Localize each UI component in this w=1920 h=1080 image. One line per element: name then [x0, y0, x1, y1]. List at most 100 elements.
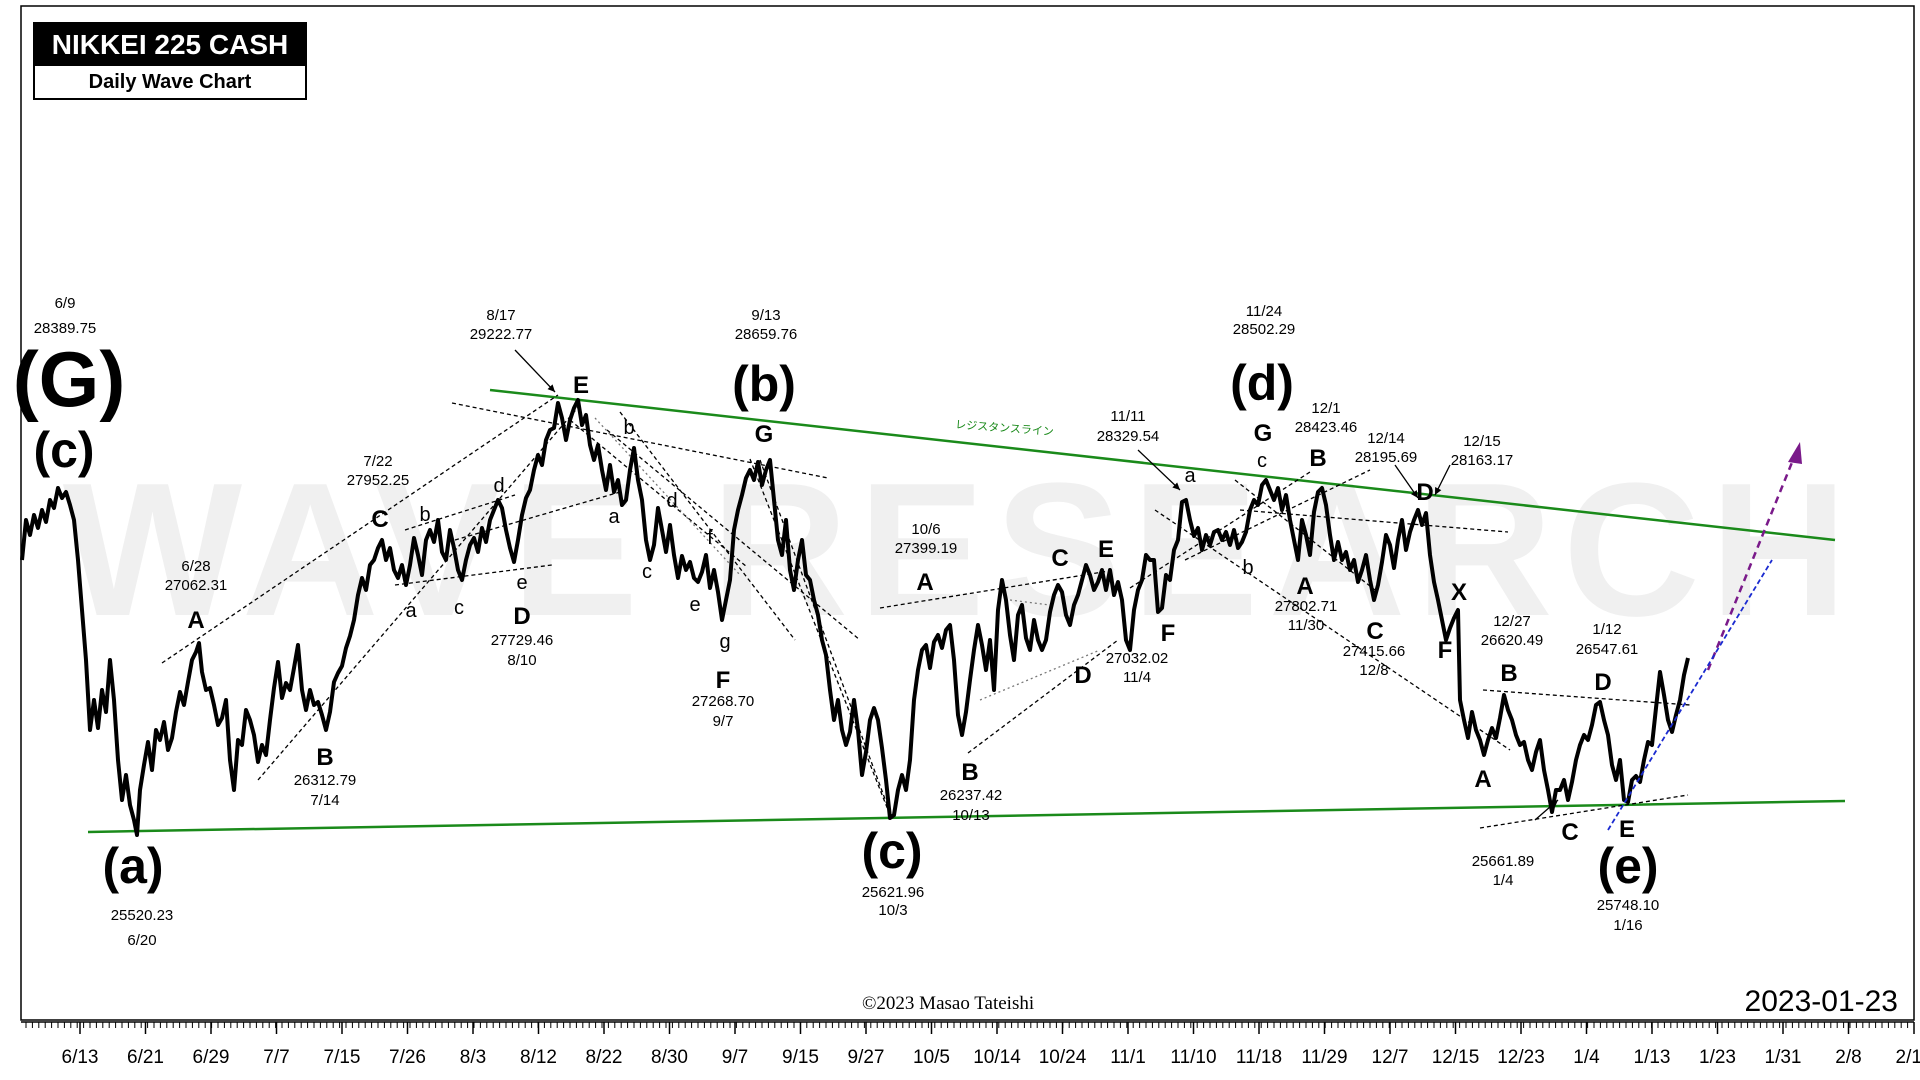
wave-guide-dashed-10 [759, 459, 893, 819]
price-label-date: 12/8 [1359, 662, 1388, 679]
x-axis-tick-label: 10/14 [973, 1047, 1021, 1068]
price-label-date: 6/9 [55, 295, 76, 312]
wave-label-f-41: f [707, 527, 713, 549]
price-label-value: 28329.54 [1097, 428, 1160, 445]
x-axis-tick-label: 9/27 [848, 1047, 885, 1068]
wave-label-g-13: G [755, 421, 774, 448]
price-label-date: 11/4 [1123, 669, 1151, 686]
wave-label-g-0: (G) [13, 335, 126, 423]
wave-label-a-7: A [187, 607, 204, 634]
x-axis-tick-label: 6/29 [193, 1047, 230, 1068]
price-label-value: 27399.19 [895, 540, 958, 557]
wave-label-a-36: a [608, 506, 620, 528]
x-axis-tick-label: 10/5 [913, 1047, 950, 1068]
wave-guide-dotted-1 [979, 649, 1101, 701]
wave-label-c-23: C [1366, 618, 1383, 645]
x-axis-tick-label: 12/23 [1497, 1047, 1545, 1068]
price-label-date: 8/17 [486, 307, 515, 324]
x-axis-tick-label: 8/3 [460, 1047, 486, 1068]
price-label-value: 25661.89 [1472, 853, 1535, 870]
x-axis-tick-label: 8/22 [586, 1047, 623, 1068]
wave-label-c-9: C [371, 506, 388, 533]
x-axis-tick-label: 12/7 [1372, 1047, 1409, 1068]
wave-label-b-8: B [316, 744, 333, 771]
price-label-date: 12/1 [1311, 400, 1340, 417]
x-axis-tick-label: 1/23 [1699, 1047, 1736, 1068]
wave-label-b-3: (b) [732, 356, 796, 412]
wave-label-d-34: d [493, 475, 504, 497]
date-stamp: 2023-01-23 [1744, 985, 1898, 1018]
wave-label-a-26: A [1474, 766, 1491, 793]
price-label-date: 12/15 [1463, 433, 1501, 450]
projection-line-blue [1607, 559, 1773, 831]
wave-guide-dashed-1 [257, 404, 581, 781]
wave-guide-dashed-12 [967, 639, 1119, 754]
price-label-date: 7/22 [363, 453, 392, 470]
price-label-date: 11/24 [1246, 303, 1282, 320]
price-label-value: 26312.79 [294, 772, 357, 789]
wave-label-a-14: A [916, 569, 933, 596]
price-label-date: 10/13 [952, 807, 990, 824]
price-label-value: 26237.42 [940, 787, 1003, 804]
wave-label-a-2: (a) [102, 838, 163, 894]
wave-label-c-33: c [454, 597, 464, 619]
wave-label-c-16: C [1051, 545, 1068, 572]
price-label-date: 10/6 [911, 521, 940, 538]
projection-arrows [1607, 442, 1802, 831]
title-box: NIKKEI 225 CASH Daily Wave Chart [33, 22, 307, 100]
wave-guide-dashed-0 [161, 394, 559, 664]
price-labels: 6/9 28389.75 6/20 25520.23 6/28 27062.31 7/14 2… [34, 295, 1660, 949]
wave-guide-dashed-7 [619, 411, 796, 641]
price-label-value: 25520.23 [111, 907, 174, 924]
price-label-date: 9/7 [713, 713, 734, 730]
price-label-date: 12/14 [1367, 430, 1405, 447]
wave-label-c-38: c [642, 561, 652, 583]
price-label-date: 6/20 [127, 932, 156, 949]
wave-label-g-42: g [719, 631, 730, 653]
x-axis-tick-label: 1/4 [1573, 1047, 1600, 1068]
price-label-value: 28502.29 [1233, 321, 1296, 338]
projection-arrow-purple-head [1788, 442, 1802, 464]
price-label-date: 12/27 [1493, 613, 1531, 630]
wave-guide-dotted-2 [1009, 599, 1051, 606]
pointer-arrow-head-2 [1411, 490, 1418, 498]
wave-label-a-43: a [1184, 465, 1196, 487]
wave-label-b-45: b [1242, 557, 1253, 579]
wave-label-b-15: B [961, 759, 978, 786]
wave-label-d-24: D [1416, 479, 1433, 506]
wave-guide-dashed-19 [1479, 794, 1689, 829]
wave-label-d-10: D [513, 603, 530, 630]
x-axis-tick-label: 12/15 [1432, 1047, 1480, 1068]
wave-label-b-27: B [1500, 660, 1517, 687]
wave-guide-dashed-3 [451, 402, 829, 479]
price-label-value: 27032.02 [1106, 650, 1169, 667]
wave-guide-dashed-14 [1184, 469, 1371, 561]
wave-label-g-20: G [1254, 420, 1273, 447]
pointer-arrow-head-0 [547, 384, 555, 392]
x-axis-tick-label: 7/26 [389, 1047, 426, 1068]
pointer-arrow-head-3 [1435, 487, 1442, 495]
wave-label-d-5: (d) [1230, 355, 1294, 411]
price-label-date: 10/3 [878, 902, 907, 919]
wave-label-c-1: (c) [33, 422, 94, 478]
price-label-date: 8/10 [507, 652, 536, 669]
chart-title: NIKKEI 225 CASH [35, 24, 305, 66]
x-axis-tick-label: 7/7 [263, 1047, 289, 1068]
wave-label-e-6: (e) [1597, 838, 1658, 894]
wave-label-f-12: F [716, 667, 731, 694]
wave-guide-dashed-5 [404, 494, 516, 531]
wave-guide-dashed-16 [1154, 509, 1511, 751]
x-axis-tick-label: 11/18 [1236, 1047, 1282, 1068]
price-label-date: 7/14 [310, 792, 339, 809]
wave-label-c-28: C [1561, 819, 1578, 846]
price-label-value: 28195.69 [1355, 449, 1418, 466]
pointer-arrow-head-1 [1172, 482, 1180, 490]
wave-label-e-40: e [689, 594, 700, 616]
wave-labels: (G)(c)(a)(b)(c)(d)(e)ABCDEFGABCDEFGABCDF… [13, 335, 1659, 894]
x-axis-tick-label: 1/13 [1634, 1047, 1671, 1068]
x-axis-tick-label: 2/8 [1835, 1047, 1861, 1068]
x-axis-tick-label: 8/30 [651, 1047, 688, 1068]
wave-label-c-44: c [1257, 450, 1267, 472]
